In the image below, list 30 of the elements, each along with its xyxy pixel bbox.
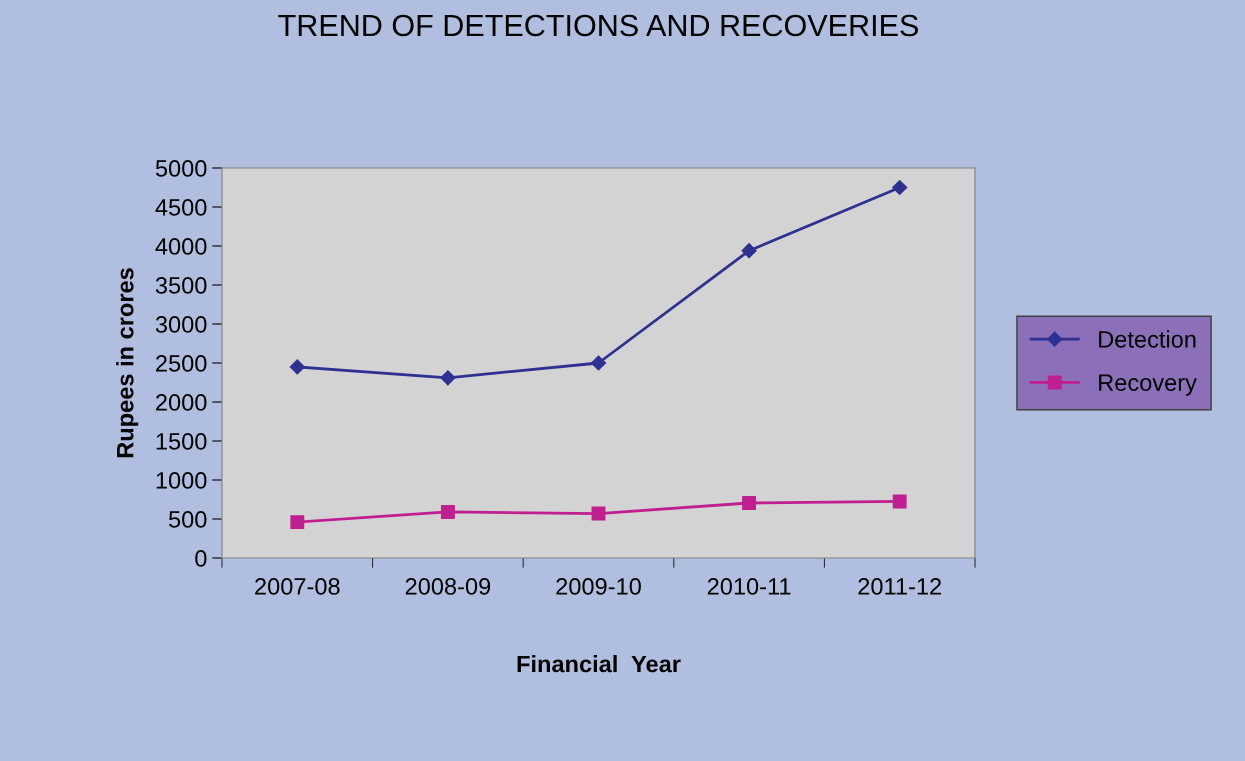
point bbox=[741, 243, 757, 259]
point bbox=[742, 496, 757, 510]
x-tick-label: 2008-09 bbox=[405, 578, 491, 595]
x-tick-label: 2010-11 bbox=[707, 578, 791, 595]
y-tick-label: 1000 bbox=[156, 472, 207, 489]
legend-label: Recovery bbox=[1099, 374, 1197, 396]
point bbox=[440, 370, 456, 386]
chart-title: TREND OF DETECTIONS AND RECOVERIES bbox=[278, 14, 918, 37]
legend-label: Detection bbox=[1099, 330, 1196, 348]
x-tick-label: 2007-08 bbox=[255, 578, 340, 595]
y-tick-label: 1500 bbox=[156, 433, 207, 450]
point bbox=[290, 515, 305, 530]
point bbox=[892, 179, 908, 196]
point bbox=[289, 359, 305, 375]
y-tick-label: 500 bbox=[168, 511, 207, 528]
y-tick-label: 3500 bbox=[155, 277, 207, 294]
y-tick-label: 2500 bbox=[156, 355, 207, 372]
y-axis-title: Rupees in crores bbox=[116, 268, 139, 458]
y-tick-label: 4500 bbox=[155, 199, 207, 216]
y-tick-label: 3000 bbox=[155, 316, 207, 333]
y-tick-label: 5000 bbox=[155, 160, 207, 177]
x-axis-title: Financial Year bbox=[517, 655, 681, 673]
point bbox=[440, 505, 455, 519]
y-tick-label: 2000 bbox=[156, 394, 207, 411]
x-tick-label: 2009-10 bbox=[556, 578, 641, 595]
y-tick-label: 4000 bbox=[155, 238, 207, 255]
y-tick-label: 0 bbox=[195, 550, 207, 567]
point bbox=[892, 494, 907, 509]
point bbox=[590, 355, 607, 371]
x-tick-label: 2011-12 bbox=[858, 578, 941, 595]
